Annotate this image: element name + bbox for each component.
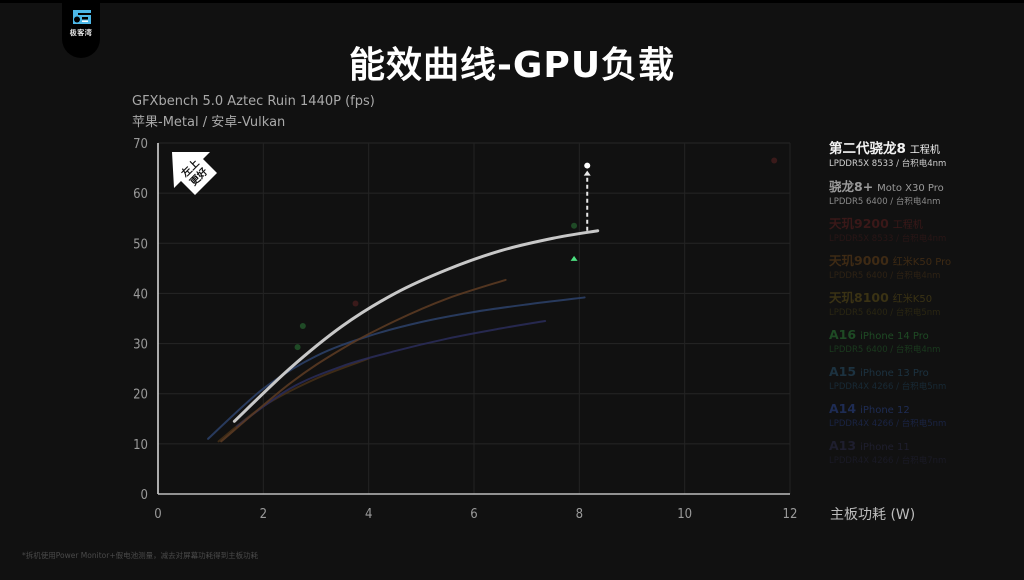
legend-chip-name: 天玑9000 红米K50 Pro bbox=[829, 253, 1024, 270]
legend-spec: LPDDR5 6400 / 台积电5nm bbox=[829, 308, 941, 318]
logo-tab: 极客湾 bbox=[62, 0, 100, 58]
legend-device: Moto X30 Pro bbox=[877, 183, 944, 194]
legend-spec: LPDDR4X 4266 / 台积电5nm bbox=[829, 382, 947, 392]
data-point bbox=[571, 222, 578, 229]
legend-chip: 天玑9000 bbox=[829, 253, 889, 268]
legend-item: 天玑8100 红米K50 LPDDR5 6400 / 台积电5nm bbox=[829, 290, 1024, 327]
y-tick-label: 0 bbox=[141, 488, 148, 503]
legend-device: 工程机 bbox=[892, 220, 923, 231]
legend-chip-name: 第二代骁龙8 工程机 bbox=[829, 142, 1024, 158]
legend-chip: 第二代骁龙8 bbox=[829, 141, 906, 157]
data-point bbox=[584, 162, 591, 169]
x-tick-label: 0 bbox=[154, 507, 161, 522]
y-tick-label: 70 bbox=[133, 137, 148, 152]
legend-chip-name: 天玑8100 红米K50 bbox=[829, 290, 1024, 307]
chart-grid bbox=[158, 142, 791, 494]
x-axis-label: 主板功耗 (W) bbox=[830, 507, 916, 523]
legend-spec: LPDDR5 6400 / 台积电4nm bbox=[829, 271, 941, 281]
legend-device: iPhone 12 bbox=[860, 405, 910, 416]
y-tick-label: 20 bbox=[133, 388, 148, 403]
series-line bbox=[220, 278, 507, 443]
legend-spec: LPDDR5X 8533 / 台积电4nm bbox=[829, 159, 947, 169]
top-bar bbox=[0, 0, 1024, 3]
x-tick-label: 6 bbox=[470, 507, 477, 522]
legend-item: A13 iPhone 11 LPDDR4X 4266 / 台积电7nm bbox=[829, 438, 1024, 475]
legend-chip: 骁龙8+ bbox=[829, 179, 874, 194]
y-tick-label: 50 bbox=[133, 237, 148, 252]
legend-chip: 天玑8100 bbox=[829, 290, 889, 305]
legend-device: 红米K50 Pro bbox=[892, 257, 952, 268]
legend-item: A14 iPhone 12 LPDDR4X 4266 / 台积电5nm bbox=[829, 401, 1024, 438]
page-title: 能效曲线-GPU负载 bbox=[348, 45, 676, 86]
chart-points bbox=[294, 157, 778, 351]
arrow-up-left-icon bbox=[172, 152, 217, 195]
legend-item: A15 iPhone 13 Pro LPDDR4X 4266 / 台积电5nm bbox=[829, 364, 1024, 401]
chart-subtitle-api: 苹果-Metal / 安卓-Vulkan bbox=[132, 115, 286, 130]
gk-logo-icon bbox=[73, 10, 91, 24]
series-line bbox=[207, 296, 586, 440]
series-line bbox=[232, 229, 600, 423]
legend-device: iPhone 13 Pro bbox=[860, 368, 929, 379]
legend-device: 红米K50 bbox=[892, 294, 933, 305]
legend-spec: LPDDR5 6400 / 台积电4nm bbox=[829, 197, 941, 207]
x-tick-label: 12 bbox=[783, 507, 798, 522]
data-point bbox=[771, 157, 778, 164]
legend-spec: LPDDR4X 4266 / 台积电7nm bbox=[829, 456, 947, 466]
x-tick-label: 2 bbox=[260, 507, 267, 522]
data-point bbox=[352, 300, 359, 307]
legend-chip-name: 骁龙8+ Moto X30 Pro bbox=[829, 179, 1024, 196]
legend-chip: A14 bbox=[829, 401, 857, 416]
legend-spec: LPDDR5 6400 / 台积电4nm bbox=[829, 345, 941, 355]
legend-chip: 天玑9200 bbox=[829, 216, 889, 231]
legend-spec: LPDDR4X 4266 / 台积电5nm bbox=[829, 419, 947, 429]
chart-legend: 第二代骁龙8 工程机 LPDDR5X 8533 / 台积电4nm 骁龙8+ Moto X… bbox=[829, 142, 1024, 475]
legend-item: A16 iPhone 14 Pro LPDDR5 6400 / 台积电4nm bbox=[829, 327, 1024, 364]
legend-item: 天玑9200 工程机 LPDDR5X 8533 / 台积电4nm bbox=[829, 216, 1024, 253]
x-tick-label: 10 bbox=[677, 507, 692, 522]
legend-chip-name: A14 iPhone 12 bbox=[829, 401, 1024, 418]
legend-spec: LPDDR5X 8533 / 台积电4nm bbox=[829, 234, 947, 244]
legend-item: 第二代骁龙8 工程机 LPDDR5X 8533 / 台积电4nm bbox=[829, 142, 1024, 179]
legend-chip: A16 bbox=[829, 327, 857, 342]
legend-device: 工程机 bbox=[909, 145, 940, 156]
data-point bbox=[294, 344, 301, 351]
data-point bbox=[299, 323, 306, 330]
y-tick-label: 60 bbox=[133, 187, 148, 202]
footnote: *拆机使用Power Monitor+假电池测量，减去对屏幕功耗得到主板功耗 bbox=[22, 551, 259, 560]
legend-item: 骁龙8+ Moto X30 Pro LPDDR5 6400 / 台积电4nm bbox=[829, 179, 1024, 216]
chart-series bbox=[207, 229, 600, 443]
better-badge: 左上 更好 bbox=[172, 152, 217, 195]
arrow-head-icon bbox=[583, 170, 591, 176]
chart-arrows bbox=[570, 170, 591, 291]
series-line bbox=[217, 357, 370, 443]
legend-chip-name: A13 iPhone 11 bbox=[829, 438, 1024, 455]
axis-ticks: 0 10 20 30 40 50 60 70 0 2 4 6 8 10 12 bbox=[133, 137, 797, 522]
y-tick-label: 30 bbox=[133, 338, 148, 353]
legend-chip-name: A15 iPhone 13 Pro bbox=[829, 364, 1024, 381]
arrow-head-icon bbox=[570, 255, 578, 261]
legend-item: 天玑9000 红米K50 Pro LPDDR5 6400 / 台积电4nm bbox=[829, 253, 1024, 290]
legend-device: iPhone 14 Pro bbox=[860, 331, 929, 342]
series-line bbox=[236, 320, 547, 428]
logo-text: 极客湾 bbox=[69, 29, 93, 37]
legend-chip-name: 天玑9200 工程机 bbox=[829, 216, 1024, 233]
legend-device: iPhone 11 bbox=[860, 442, 910, 453]
x-tick-label: 4 bbox=[365, 507, 372, 522]
x-tick-label: 8 bbox=[576, 507, 583, 522]
legend-chip-name: A16 iPhone 14 Pro bbox=[829, 327, 1024, 344]
y-tick-label: 10 bbox=[133, 438, 148, 453]
legend-chip: A13 bbox=[829, 438, 857, 453]
legend-chip: A15 bbox=[829, 364, 857, 379]
chart-subtitle-benchmark: GFXbench 5.0 Aztec Ruin 1440P (fps) bbox=[132, 94, 375, 109]
y-tick-label: 40 bbox=[133, 287, 148, 302]
